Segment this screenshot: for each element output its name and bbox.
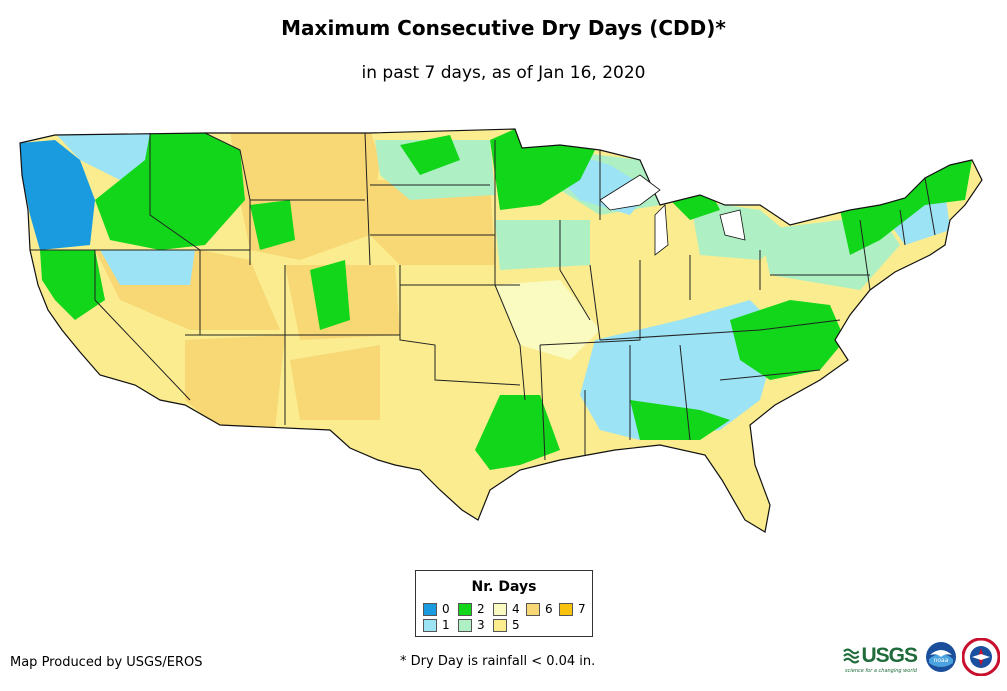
usgs-tagline: science for a changing world [845,668,917,674]
legend-swatch-2 [458,602,472,616]
legend-swatch-3 [458,618,472,632]
lake-michigan [654,204,669,256]
legend-item-0: 0 [423,602,450,616]
legend-label-3: 3 [477,618,485,632]
legend-item-1: 1 [423,618,450,632]
legend-label-7: 7 [578,602,586,616]
region-2-days-north-dakota [400,135,460,175]
region-2-days-louisiana [475,395,560,470]
legend-swatch-7 [559,602,573,616]
region-2-days-wyoming-west [250,200,295,250]
region-0-days-pacific-northwest [20,140,95,250]
legend-label-6: 6 [545,602,553,616]
legend-swatch-6 [526,602,540,616]
legend-swatch-0 [423,602,437,616]
legend-title: Nr. Days [471,579,537,595]
region-2-days-georgia [630,400,730,440]
legend-item-2: 2 [458,602,485,616]
lake-huron [719,209,746,241]
map-title: Maximum Consecutive Dry Days (CDD)* [281,16,726,40]
legend-item-5: 5 [493,618,520,632]
legend-label-0: 0 [442,602,450,616]
region-3-days-iowa [495,220,590,270]
legend-swatch-5 [493,618,507,632]
usgs-logo: USGS science for a changing world [843,642,918,674]
legend-swatch-1 [423,618,437,632]
legend-swatch-4 [493,602,507,616]
region-2-days-california-north [40,250,105,320]
legend-label-4: 4 [512,602,520,616]
map-subtitle: in past 7 days, as of Jan 16, 2020 [361,63,646,83]
region-6-days-plains [370,180,495,265]
region-1-day-great-basin [100,250,195,285]
legend-label-2: 2 [477,602,485,616]
region-6-days-new-mexico [290,345,380,420]
legend-item-4: 4 [493,602,520,616]
region-6-days-arizona [185,335,285,430]
cdd-region-layer [20,129,982,532]
region-4-days-missouri [495,280,600,360]
region-2-days-new-england [840,160,972,255]
legend-label-1: 1 [442,618,450,632]
state-boundaries [30,132,936,461]
legend-item-7: 7 [559,602,586,616]
legend-label-5: 5 [512,618,520,632]
nws-logo-icon [962,638,1000,676]
us-outline [19,128,983,533]
region-2-days-minnesota [490,129,595,210]
legend-item-6: 6 [526,602,553,616]
map-credit: Map Produced by USGS/EROS [10,655,203,670]
usgs-wave-icon [843,648,860,664]
noaa-logo-icon: noaa [926,642,956,672]
dry-day-footnote: * Dry Day is rainfall < 0.04 in. [400,654,596,669]
region-2-days-idaho-montana [95,133,245,250]
usgs-wordmark: USGS [861,644,918,667]
legend-box: Nr. Days 0 1 2 3 4 5 6 7 [415,570,593,637]
lake-superior [599,174,661,211]
legend-item-3: 3 [458,618,485,632]
region-2-days-colorado-mountains [310,260,350,330]
noaa-logo-text: noaa [934,657,949,664]
region-2-days-carolinas [730,300,845,380]
